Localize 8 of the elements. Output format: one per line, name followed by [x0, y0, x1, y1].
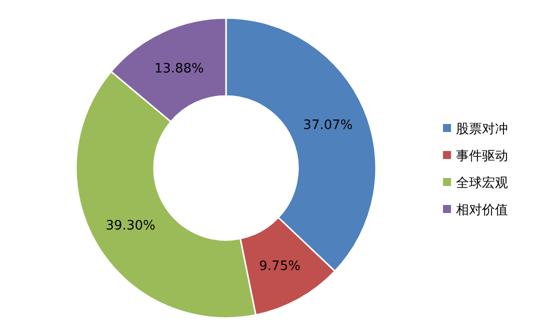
legend-label: 股票对冲 — [456, 122, 508, 137]
data-label: 39.30% — [106, 218, 156, 234]
legend-label: 全球宏观 — [456, 175, 508, 191]
data-label: 13.88% — [154, 61, 204, 76]
data-label: 37.07% — [303, 118, 353, 134]
legend-label: 事件驱动 — [456, 149, 508, 164]
legend-label: 相对价值 — [456, 203, 508, 218]
data-label: 9.75% — [259, 259, 300, 274]
